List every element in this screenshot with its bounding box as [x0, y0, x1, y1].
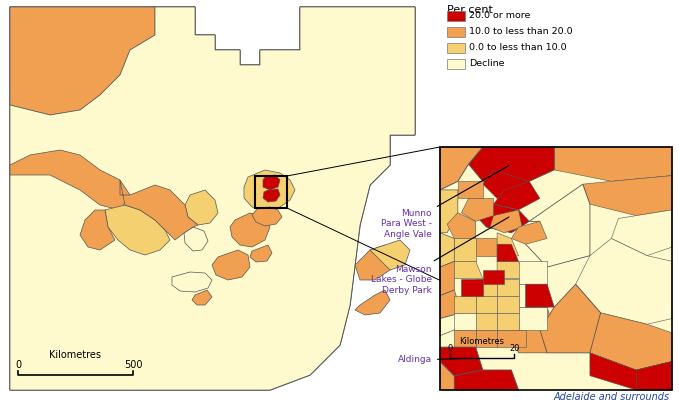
Text: Decline: Decline [469, 60, 504, 68]
Polygon shape [370, 240, 410, 270]
Polygon shape [511, 307, 554, 353]
Polygon shape [490, 210, 522, 233]
Text: Munno
Para West -
Angle Vale: Munno Para West - Angle Vale [381, 166, 509, 239]
Polygon shape [476, 239, 497, 256]
Bar [447, 27, 465, 37]
Polygon shape [576, 313, 672, 370]
Polygon shape [263, 189, 280, 202]
Polygon shape [120, 180, 198, 240]
Polygon shape [576, 239, 672, 324]
Polygon shape [252, 207, 282, 226]
Polygon shape [526, 284, 554, 307]
Polygon shape [540, 284, 601, 353]
Polygon shape [105, 205, 170, 255]
Polygon shape [440, 347, 483, 376]
Text: Kilometres: Kilometres [50, 350, 101, 360]
Polygon shape [583, 176, 672, 215]
Polygon shape [440, 147, 483, 190]
Polygon shape [494, 181, 540, 210]
Polygon shape [511, 221, 547, 244]
Text: 20: 20 [509, 344, 519, 353]
Polygon shape [440, 190, 458, 233]
Polygon shape [497, 261, 526, 279]
Text: Kilometres: Kilometres [460, 337, 504, 346]
Text: 0.0 to less than 10.0: 0.0 to less than 10.0 [469, 43, 566, 53]
Text: Per cent: Per cent [447, 5, 493, 15]
Polygon shape [10, 150, 130, 210]
Polygon shape [497, 313, 519, 330]
Polygon shape [554, 147, 672, 181]
Polygon shape [476, 313, 497, 330]
Polygon shape [454, 370, 519, 390]
Polygon shape [483, 270, 504, 284]
Polygon shape [462, 279, 483, 296]
Polygon shape [80, 210, 115, 250]
Polygon shape [476, 296, 497, 313]
Text: 10.0 to less than 20.0: 10.0 to less than 20.0 [469, 28, 572, 36]
Polygon shape [230, 213, 270, 247]
Polygon shape [454, 261, 483, 279]
Polygon shape [440, 361, 483, 390]
Polygon shape [454, 330, 476, 347]
Polygon shape [469, 147, 554, 190]
Text: Adelaide and surrounds: Adelaide and surrounds [554, 392, 670, 402]
Polygon shape [10, 7, 415, 390]
Polygon shape [192, 290, 212, 305]
Polygon shape [440, 147, 672, 390]
Polygon shape [440, 313, 462, 336]
Polygon shape [462, 198, 494, 221]
Polygon shape [172, 272, 212, 292]
Polygon shape [355, 245, 395, 280]
Polygon shape [519, 261, 547, 284]
Polygon shape [519, 307, 547, 330]
Text: Aldinga: Aldinga [398, 356, 458, 364]
Polygon shape [497, 330, 526, 347]
Polygon shape [454, 239, 476, 261]
Polygon shape [355, 290, 390, 315]
Text: Mawson
Lakes - Globe
Derby Park: Mawson Lakes - Globe Derby Park [371, 217, 509, 295]
Polygon shape [440, 261, 454, 296]
Polygon shape [212, 250, 250, 280]
Polygon shape [497, 279, 519, 296]
Polygon shape [263, 175, 280, 190]
Polygon shape [497, 233, 519, 261]
Text: 0: 0 [15, 360, 21, 370]
Polygon shape [483, 170, 529, 198]
Polygon shape [440, 290, 462, 318]
Polygon shape [454, 313, 476, 330]
Polygon shape [590, 353, 672, 390]
Bar [447, 43, 465, 53]
Polygon shape [476, 330, 497, 347]
Polygon shape [440, 233, 454, 267]
Polygon shape [454, 296, 476, 313]
Polygon shape [497, 244, 519, 261]
Polygon shape [10, 7, 415, 390]
Polygon shape [10, 7, 155, 115]
Polygon shape [250, 245, 272, 262]
Text: 20.0 or more: 20.0 or more [469, 11, 530, 21]
Polygon shape [185, 190, 218, 225]
Bar [255, 176, 287, 208]
Polygon shape [526, 184, 590, 267]
Polygon shape [611, 210, 672, 256]
Polygon shape [519, 284, 547, 307]
Polygon shape [447, 213, 476, 239]
Polygon shape [476, 204, 529, 233]
Polygon shape [636, 361, 672, 390]
Polygon shape [244, 170, 295, 210]
Bar [447, 59, 465, 69]
Text: 500: 500 [124, 360, 142, 370]
Text: 0: 0 [447, 344, 453, 353]
Bar [440, 147, 672, 390]
Bar [447, 11, 465, 21]
Polygon shape [476, 279, 497, 296]
Polygon shape [497, 296, 519, 313]
Polygon shape [184, 227, 208, 251]
Polygon shape [458, 181, 483, 198]
